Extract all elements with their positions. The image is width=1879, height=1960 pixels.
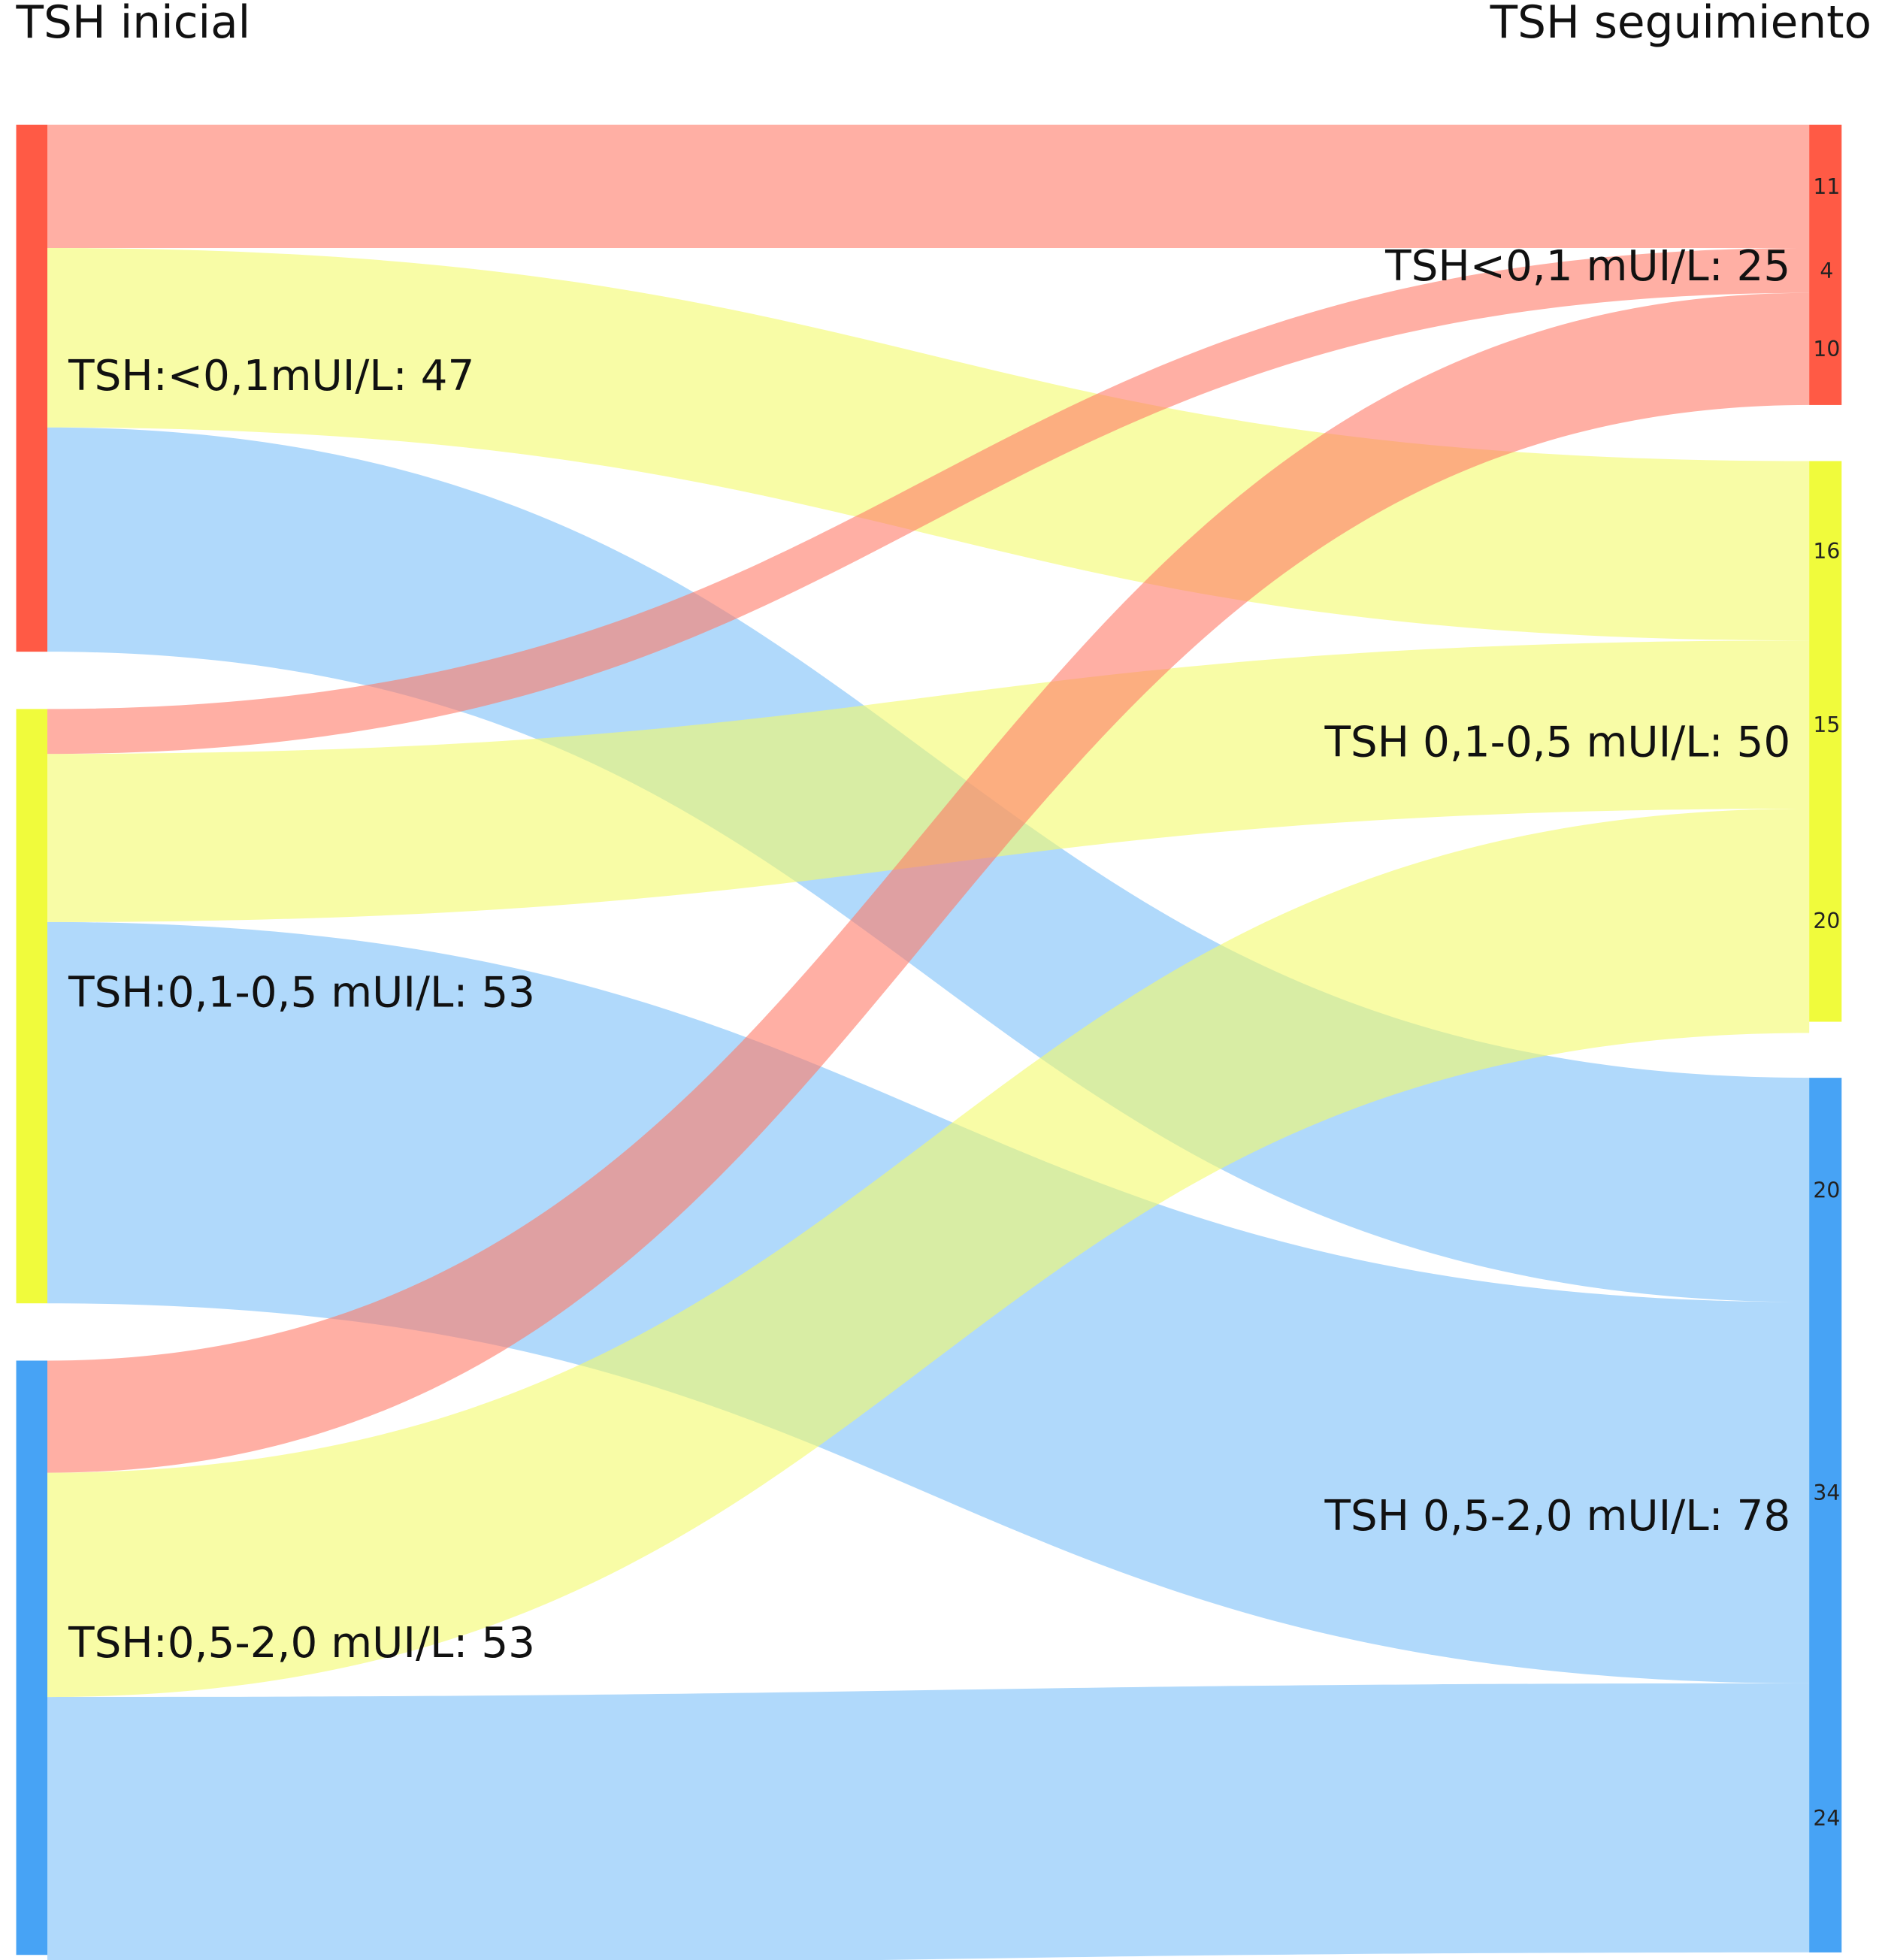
right-axis-title: TSH seguimiento: [1490, 0, 1871, 49]
flows: [47, 124, 1810, 1960]
flow-band[interactable]: [47, 248, 1810, 641]
flow-value-label: 20: [1813, 909, 1840, 933]
right-node-bar[interactable]: [1809, 461, 1842, 1022]
left-node-label: TSH:<0,1mUI/L: 47: [68, 352, 474, 401]
flow-value-label: 20: [1813, 1178, 1840, 1202]
left-node-bar[interactable]: [16, 1360, 47, 1955]
flow-band[interactable]: [47, 248, 1810, 755]
flow-value-label: 10: [1813, 337, 1840, 361]
left-node-label: TSH:0,5-2,0 mUI/L: 53: [68, 1619, 535, 1668]
left-axis-title: TSH inicial: [16, 0, 251, 49]
labels: TSH:<0,1mUI/L: 47 TSH:0,1-0,5 mUI/L: 53 TS…: [68, 174, 1840, 1831]
nodes: [16, 124, 1842, 1955]
right-node-label: TSH 0,5-2,0 mUI/L: 78: [1324, 1492, 1790, 1541]
right-node-bar[interactable]: [1809, 1078, 1842, 1952]
flow-band[interactable]: [47, 292, 1810, 1473]
left-node-bar[interactable]: [16, 124, 47, 652]
left-node-bar[interactable]: [16, 709, 47, 1304]
flow-value-label: 34: [1813, 1481, 1840, 1505]
right-node-label: TSH 0,1-0,5 mUI/L: 50: [1324, 718, 1790, 767]
left-node-label: TSH:0,1-0,5 mUI/L: 53: [68, 969, 535, 1018]
flow-band[interactable]: [47, 124, 1810, 249]
right-node-label: TSH<0,1 mUI/L: 25: [1384, 242, 1790, 291]
flow-value-label: 15: [1813, 712, 1840, 737]
flow-value-label: 16: [1813, 539, 1840, 564]
flow-band[interactable]: [47, 640, 1810, 922]
flow-band[interactable]: [47, 809, 1810, 1698]
flow-value-label: 4: [1820, 259, 1833, 283]
flow-value-label: 24: [1813, 1806, 1840, 1831]
right-node-bar[interactable]: [1809, 124, 1842, 405]
flow-value-label: 11: [1813, 174, 1840, 199]
flow-band[interactable]: [47, 1683, 1810, 1960]
